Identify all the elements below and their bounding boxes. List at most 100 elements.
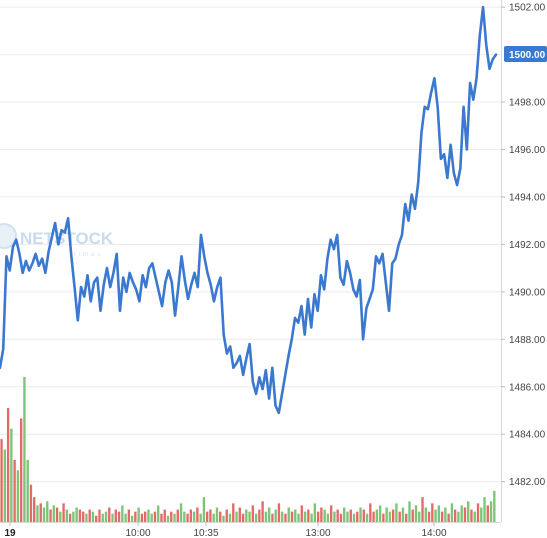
volume-bar	[215, 507, 219, 522]
volume-bar	[421, 497, 424, 522]
volume-bar	[101, 513, 104, 522]
volume-bar	[127, 509, 131, 522]
volume-bar	[147, 509, 150, 522]
y-tick-label: 1492.00	[509, 240, 546, 251]
volume-bar	[281, 511, 284, 522]
volume-bar	[78, 509, 82, 522]
volume-bar	[271, 513, 274, 522]
volume-bar	[192, 511, 196, 522]
volume-bar	[476, 503, 480, 522]
volume-bar	[382, 513, 385, 522]
volume-bar	[62, 503, 65, 522]
volume-bar	[418, 511, 421, 522]
volume-bar	[326, 513, 330, 522]
volume-bar	[98, 509, 101, 522]
volume-bar	[336, 509, 339, 522]
volume-bar	[339, 513, 343, 522]
volume-bar	[493, 490, 496, 522]
volume-bar	[378, 505, 382, 522]
x-tick-label: 13:00	[305, 528, 330, 538]
x-tick-label: 10:00	[125, 528, 150, 538]
volume-bar	[248, 511, 251, 522]
volume-bar	[176, 509, 179, 522]
volume-bar	[36, 505, 39, 522]
volume-bar	[434, 509, 437, 522]
volume-bar	[473, 511, 476, 522]
volume-bar	[453, 509, 457, 522]
volume-bar	[117, 511, 121, 522]
volume-bar	[343, 507, 346, 522]
volume-bar	[254, 513, 258, 522]
volume-bar	[401, 507, 405, 522]
y-tick-label: 1502.00	[509, 3, 546, 14]
volume-bar	[385, 507, 388, 522]
volume-bar	[483, 497, 486, 522]
volume-bar	[95, 515, 98, 522]
volume-bar	[405, 513, 408, 522]
volume-bar	[444, 507, 447, 522]
volume-bar	[111, 513, 114, 522]
volume-bar	[10, 428, 13, 522]
volume-bar	[81, 511, 85, 522]
volume-bar	[16, 470, 20, 522]
volume-bar	[166, 515, 170, 522]
volume-bar	[173, 513, 176, 522]
volume-bar	[486, 505, 489, 522]
volume-bar	[307, 509, 310, 522]
volume-bar	[137, 507, 140, 522]
volume-bar	[235, 511, 238, 522]
y-tick-label: 1490.00	[509, 287, 546, 298]
volume-bar	[427, 511, 431, 522]
volume-bar	[153, 511, 157, 522]
volume-bar	[470, 509, 473, 522]
volume-bar	[49, 509, 52, 522]
volume-bar	[13, 459, 16, 522]
volume-bar	[414, 505, 418, 522]
volume-bar	[369, 503, 372, 522]
volume-bar	[72, 511, 75, 522]
volume-bar	[55, 507, 59, 522]
volume-bar	[333, 511, 336, 522]
watermark-text: NETSTOCK	[20, 229, 114, 248]
volume-bar	[91, 511, 95, 522]
volume-bar	[300, 505, 303, 522]
volume-bar	[313, 503, 317, 522]
volume-bar	[431, 503, 434, 522]
volume-bar	[258, 509, 261, 522]
volume-bar	[316, 511, 320, 522]
volume-bar	[29, 484, 33, 522]
volume-bar	[19, 418, 23, 522]
volume-bar	[424, 507, 427, 522]
volume-bar	[411, 509, 414, 522]
volume-bar	[205, 511, 209, 522]
y-tick-label: 1488.00	[509, 335, 546, 346]
x-tick-label: 19	[4, 528, 16, 538]
volume-bar	[365, 513, 369, 522]
volume-bar	[225, 509, 228, 522]
volume-bar	[294, 509, 297, 522]
volume-bar	[222, 515, 225, 522]
volume-bar	[440, 511, 444, 522]
volume-bar	[157, 505, 160, 522]
x-tick-label: 14:00	[421, 528, 446, 538]
volume-bar	[349, 509, 352, 522]
volume-bar	[199, 513, 202, 522]
y-tick-label: 1494.00	[509, 192, 546, 203]
volume-bar	[179, 503, 183, 522]
volume-bar	[284, 513, 287, 522]
watermark-subtext: times	[74, 252, 103, 258]
volume-bars	[0, 377, 496, 522]
volume-bar	[42, 507, 46, 522]
volume-bar	[85, 513, 88, 522]
volume-bar	[160, 513, 163, 522]
volume-bar	[196, 507, 199, 522]
volume-bar	[163, 509, 166, 522]
volume-bar	[143, 511, 147, 522]
y-tick-label: 1486.00	[509, 382, 546, 393]
volume-bar	[467, 501, 470, 522]
volume-bar	[447, 513, 450, 522]
volume-bar	[359, 507, 362, 522]
volume-bar	[124, 513, 127, 522]
